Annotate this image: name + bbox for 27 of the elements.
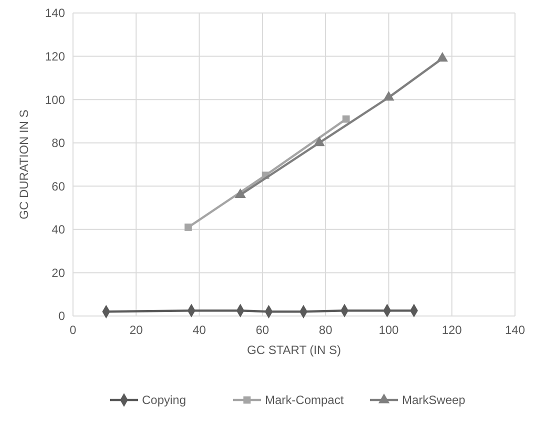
- x-tick-label: 0: [70, 323, 77, 337]
- x-tick-label: 80: [318, 323, 333, 337]
- x-tick-label: 140: [504, 323, 526, 337]
- x-axis-title: GC START (IN S): [246, 343, 342, 357]
- y-tick-label: 0: [58, 309, 66, 324]
- point: [383, 90, 394, 101]
- x-tick-label: 100: [378, 323, 400, 337]
- legend-label: Mark-Compact: [265, 393, 344, 408]
- y-tick-label: 120: [44, 49, 66, 64]
- point: [436, 52, 448, 62]
- y-tick-label: 60: [52, 179, 66, 194]
- x-tick-label: 40: [192, 323, 206, 337]
- y-tick-label: 140: [44, 6, 66, 20]
- x-tick-label: 60: [256, 323, 270, 337]
- legend-label: Copying: [142, 393, 186, 408]
- point: [342, 115, 350, 123]
- x-tick-label: 120: [442, 323, 462, 337]
- y-tick-label: 40: [52, 222, 66, 237]
- point: [184, 224, 192, 231]
- y-axis-title: GC DURATION IN S: [17, 110, 31, 220]
- y-tick-label: 100: [44, 92, 66, 107]
- y-tick-label: 20: [52, 266, 66, 280]
- y-tick-label: 80: [52, 136, 66, 150]
- point: [314, 136, 325, 146]
- legend-label: MarkSweep: [402, 393, 466, 408]
- x-tick-label: 20: [129, 323, 144, 337]
- point: [234, 188, 246, 198]
